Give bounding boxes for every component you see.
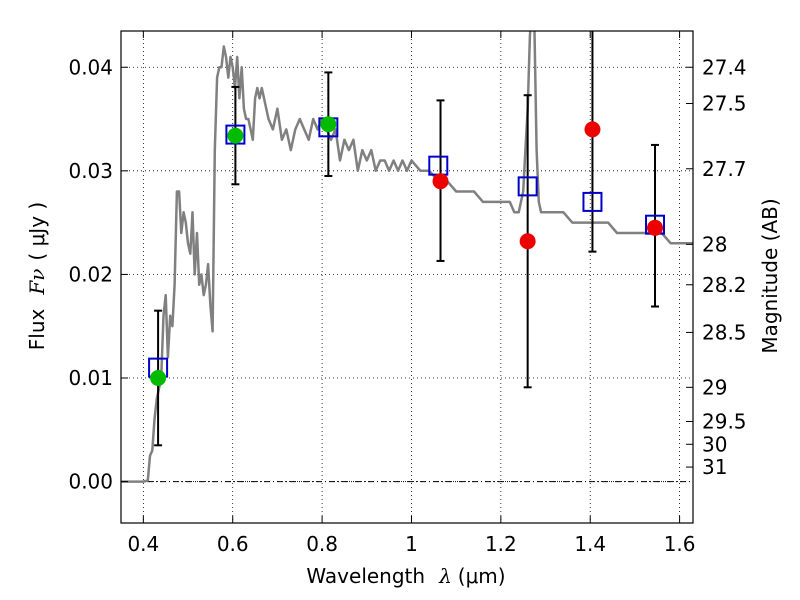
x-tick-label: 0.6: [217, 532, 249, 556]
low-significance-point: [647, 219, 664, 236]
magnitude-axis-label: Magnitude (AB): [758, 198, 782, 353]
observed-flux-markers: [150, 116, 664, 386]
y-tick-label: 0.04: [68, 55, 113, 79]
model-spectrum: [121, 31, 693, 483]
mag-tick-label: 30: [702, 432, 727, 456]
y-tick-label: 0.01: [68, 366, 113, 390]
detection-point: [150, 369, 167, 386]
x-tick-label: 1.4: [574, 532, 606, 556]
x-tick-label: 0.8: [306, 532, 338, 556]
y-tick-label: 0.03: [68, 159, 113, 183]
axis-ticks: [121, 31, 693, 523]
mag-tick-label: 29.5: [702, 409, 747, 433]
y-tick-label: 0.00: [68, 470, 113, 494]
detection-point: [227, 127, 244, 144]
low-significance-point: [519, 233, 536, 250]
grid: [121, 31, 693, 523]
mag-tick-label: 28.2: [702, 273, 747, 297]
model-flux-square: [428, 155, 449, 176]
mag-tick-label: 29: [702, 375, 727, 399]
x-tick-labels: 0.4 0.6 0.8 1 1.2 1.4 1.6: [127, 532, 695, 556]
mag-tick-label: 27.7: [702, 157, 747, 181]
model-flux-square: [517, 176, 538, 197]
x-tick-label: 0.4: [127, 532, 159, 556]
error-bars: [154, 31, 660, 447]
x-tick-label: 1.6: [664, 532, 696, 556]
low-significance-point: [432, 173, 449, 190]
spectrum-line: [121, 31, 693, 483]
model-flux-square: [582, 191, 603, 212]
mag-tick-label: 27.5: [702, 92, 747, 116]
y-tick-labels: 0.00 0.01 0.02 0.03 0.04: [68, 55, 113, 493]
mag-tick-label: 31: [702, 455, 727, 479]
mag-tick-label: 27.4: [702, 55, 747, 79]
plot-frame: [120, 30, 694, 524]
x-axis-label: Wavelength λ (μm): [306, 564, 505, 588]
y-tick-label: 0.02: [68, 262, 113, 286]
x-tick-label: 1: [405, 532, 418, 556]
mag-tick-label: 28.5: [702, 320, 747, 344]
model-photometry-markers: [148, 117, 666, 378]
x-tick-label: 1.2: [485, 532, 517, 556]
mag-tick-label: 28: [702, 232, 727, 256]
low-significance-point: [584, 121, 601, 138]
y-axis-label: FluxFν( μJy ): [25, 202, 49, 350]
detection-point: [320, 116, 337, 133]
